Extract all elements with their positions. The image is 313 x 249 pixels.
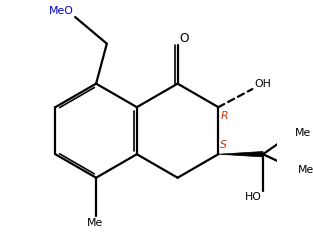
Polygon shape bbox=[218, 151, 263, 157]
Text: R: R bbox=[220, 111, 228, 121]
Text: MeO: MeO bbox=[49, 6, 74, 16]
Text: Me: Me bbox=[298, 165, 313, 175]
Text: Me: Me bbox=[295, 128, 311, 138]
Text: OH: OH bbox=[254, 79, 271, 89]
Text: O: O bbox=[180, 32, 189, 45]
Text: Me: Me bbox=[87, 218, 103, 228]
Text: HO: HO bbox=[245, 192, 262, 202]
Text: S: S bbox=[220, 140, 227, 150]
